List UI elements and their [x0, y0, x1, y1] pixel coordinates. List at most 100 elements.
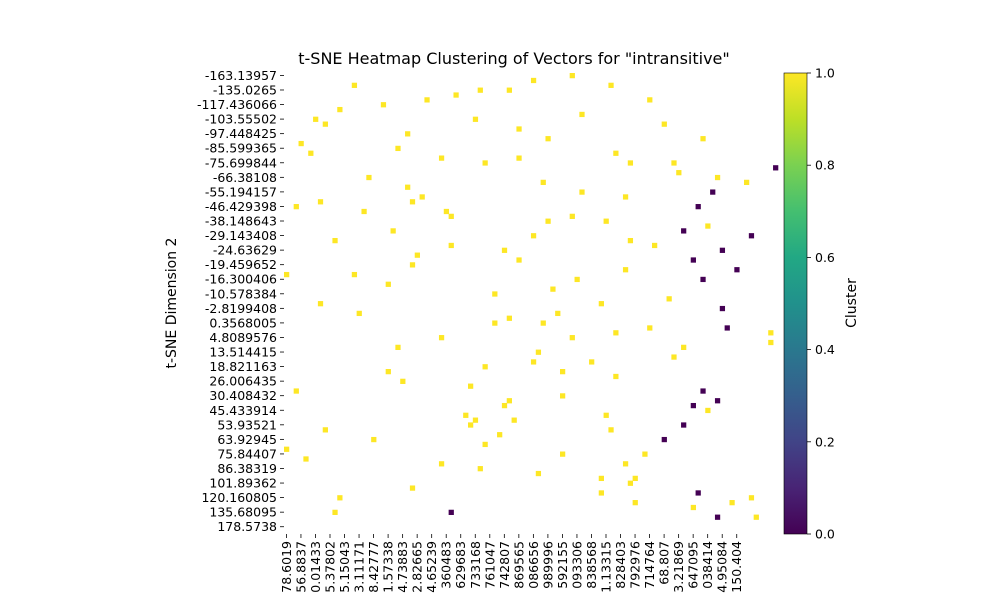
- x-tick-label: 4.73883: [395, 541, 410, 593]
- heatmap-cell-cluster-1: [627, 237, 634, 244]
- x-tick-label: 989996: [540, 541, 555, 589]
- heatmap-cell-cluster-1: [714, 174, 721, 181]
- x-tick-label: 761047: [482, 541, 497, 589]
- x-tick-label: 56.8837: [293, 541, 308, 593]
- heatmap-cell-cluster-1: [506, 398, 512, 404]
- heatmap-cell-cluster-1: [390, 228, 396, 234]
- heatmap-cell-cluster-1: [284, 446, 290, 452]
- x-tick-label: 3.11171: [352, 541, 367, 593]
- heatmap-cell-cluster-1: [603, 218, 609, 224]
- heatmap-cell-cluster-1: [647, 97, 653, 103]
- y-tick-label: -24.63629: [213, 243, 277, 258]
- heatmap-cell-cluster-1: [681, 344, 687, 350]
- heatmap-cell-cluster-1: [516, 155, 522, 161]
- heatmap-cell-cluster-0: [734, 267, 740, 273]
- heatmap-cell-cluster-1: [448, 242, 454, 249]
- heatmap-cell-cluster-1: [492, 320, 498, 326]
- heatmap-cell-cluster-1: [463, 412, 469, 418]
- x-tick-label: 869565: [511, 541, 526, 589]
- x-tick-label: 0.01433: [308, 541, 323, 593]
- y-tick-label: -97.448425: [205, 126, 277, 141]
- heatmap-cell-cluster-1: [560, 369, 566, 375]
- x-tick-label: 647095: [686, 541, 701, 589]
- x-tick-label: 828403: [613, 541, 628, 589]
- heatmap-cell-cluster-0: [773, 165, 779, 171]
- heatmap-cell-cluster-1: [438, 461, 445, 467]
- y-tick-label: 4.8089576: [209, 330, 277, 345]
- x-tick-label: 78.6019: [279, 541, 294, 593]
- x-tick-label: 4.95084: [715, 541, 730, 593]
- y-tick-label: 75.84407: [217, 446, 277, 461]
- heatmap-cell-cluster-1: [671, 160, 677, 166]
- plot-area: [284, 73, 793, 520]
- y-tick-label: 0.3568005: [209, 315, 277, 330]
- heatmap-cell-cluster-1: [511, 417, 517, 423]
- chart-title: t-SNE Heatmap Clustering of Vectors for …: [298, 49, 729, 68]
- heatmap-cell-cluster-1: [501, 247, 508, 253]
- heatmap-cell-cluster-1: [555, 310, 561, 317]
- x-tick-label: 8.42777: [366, 541, 381, 593]
- heatmap-cell-cluster-1: [540, 320, 546, 326]
- colorbar-gradient: [784, 73, 807, 534]
- colorbar-tick-label: 0.2: [815, 434, 835, 449]
- heatmap-cell-cluster-1: [550, 286, 556, 292]
- heatmap-cell-cluster-1: [530, 233, 537, 239]
- y-tick-label: -29.143408: [205, 228, 277, 243]
- heatmap-cell-cluster-1: [569, 213, 575, 219]
- heatmap-cell-cluster-1: [322, 427, 328, 433]
- heatmap-cell-cluster-1: [303, 456, 309, 462]
- x-tick-label: 629683: [453, 541, 468, 589]
- heatmap-cell-cluster-1: [622, 267, 629, 273]
- x-tick-label: 714764: [642, 541, 657, 589]
- heatmap-cell-cluster-1: [322, 121, 328, 127]
- y-tick-label: -16.300406: [205, 272, 277, 287]
- x-tick-label: 2.82665: [410, 541, 425, 593]
- heatmap-cell-cluster-0: [661, 436, 667, 443]
- y-tick-label: -38.148643: [205, 214, 277, 229]
- heatmap-cell-cluster-1: [409, 199, 416, 205]
- heatmap-cell-cluster-1: [569, 73, 575, 79]
- y-tick-label: -75.699844: [205, 155, 277, 170]
- heatmap-cell-cluster-1: [298, 140, 304, 147]
- heatmap-cell-cluster-1: [332, 509, 338, 515]
- heatmap-cell-cluster-1: [356, 310, 362, 317]
- heatmap-cell-cluster-1: [409, 262, 416, 268]
- heatmap-cell-cluster-1: [400, 378, 406, 384]
- y-tick-label: -10.578384: [205, 286, 277, 301]
- heatmap-cell-cluster-1: [676, 170, 682, 176]
- heatmap-cell-cluster-1: [468, 383, 474, 389]
- heatmap-cell-cluster-1: [608, 82, 614, 88]
- heatmap-cell-cluster-1: [545, 218, 551, 224]
- x-tick-label: 5.15043: [337, 541, 352, 593]
- heatmap-cell-cluster-1: [632, 475, 638, 482]
- heatmap-cell-cluster-1: [627, 480, 634, 486]
- heatmap-cell-cluster-1: [603, 412, 609, 418]
- x-axis: 78.6019 56.8837 0.01433 5.37802 5.15043 3.111…: [279, 534, 744, 593]
- heatmap-cell-cluster-1: [613, 373, 619, 380]
- heatmap-cell-cluster-1: [661, 121, 667, 127]
- y-axis-label: t-SNE Dimension 2: [164, 238, 180, 369]
- heatmap-cell-cluster-0: [724, 325, 730, 331]
- colorbar-tick-label: 1.0: [815, 66, 835, 81]
- y-tick-label: 30.408432: [209, 388, 277, 403]
- y-tick-label: -85.599365: [205, 141, 277, 156]
- heatmap-cell-cluster-0: [681, 422, 687, 428]
- heatmap-cell-cluster-1: [535, 470, 542, 477]
- heatmap-cell-cluster-1: [671, 354, 677, 360]
- heatmap-cell-cluster-1: [516, 126, 522, 132]
- heatmap-cell-cluster-1: [482, 160, 488, 166]
- heatmap-cell-cluster-1: [569, 335, 575, 341]
- x-tick-label: 4.65239: [424, 541, 439, 593]
- x-tick-label: 038414: [700, 541, 715, 589]
- heatmap-cell-cluster-1: [477, 466, 483, 472]
- heatmap-cell-cluster-1: [395, 145, 401, 152]
- colorbar-label: Cluster: [844, 278, 860, 328]
- x-tick-label: 360483: [439, 541, 454, 589]
- y-tick-label: 178.5738: [217, 519, 277, 534]
- y-tick-label: 13.514415: [209, 345, 277, 360]
- heatmap-cell-cluster-1: [405, 184, 411, 190]
- heatmap-cell-cluster-1: [613, 150, 619, 156]
- y-tick-label: 26.006435: [209, 374, 277, 389]
- heatmap-cell-cluster-1: [477, 87, 483, 93]
- heatmap-cell-cluster-1: [468, 422, 474, 428]
